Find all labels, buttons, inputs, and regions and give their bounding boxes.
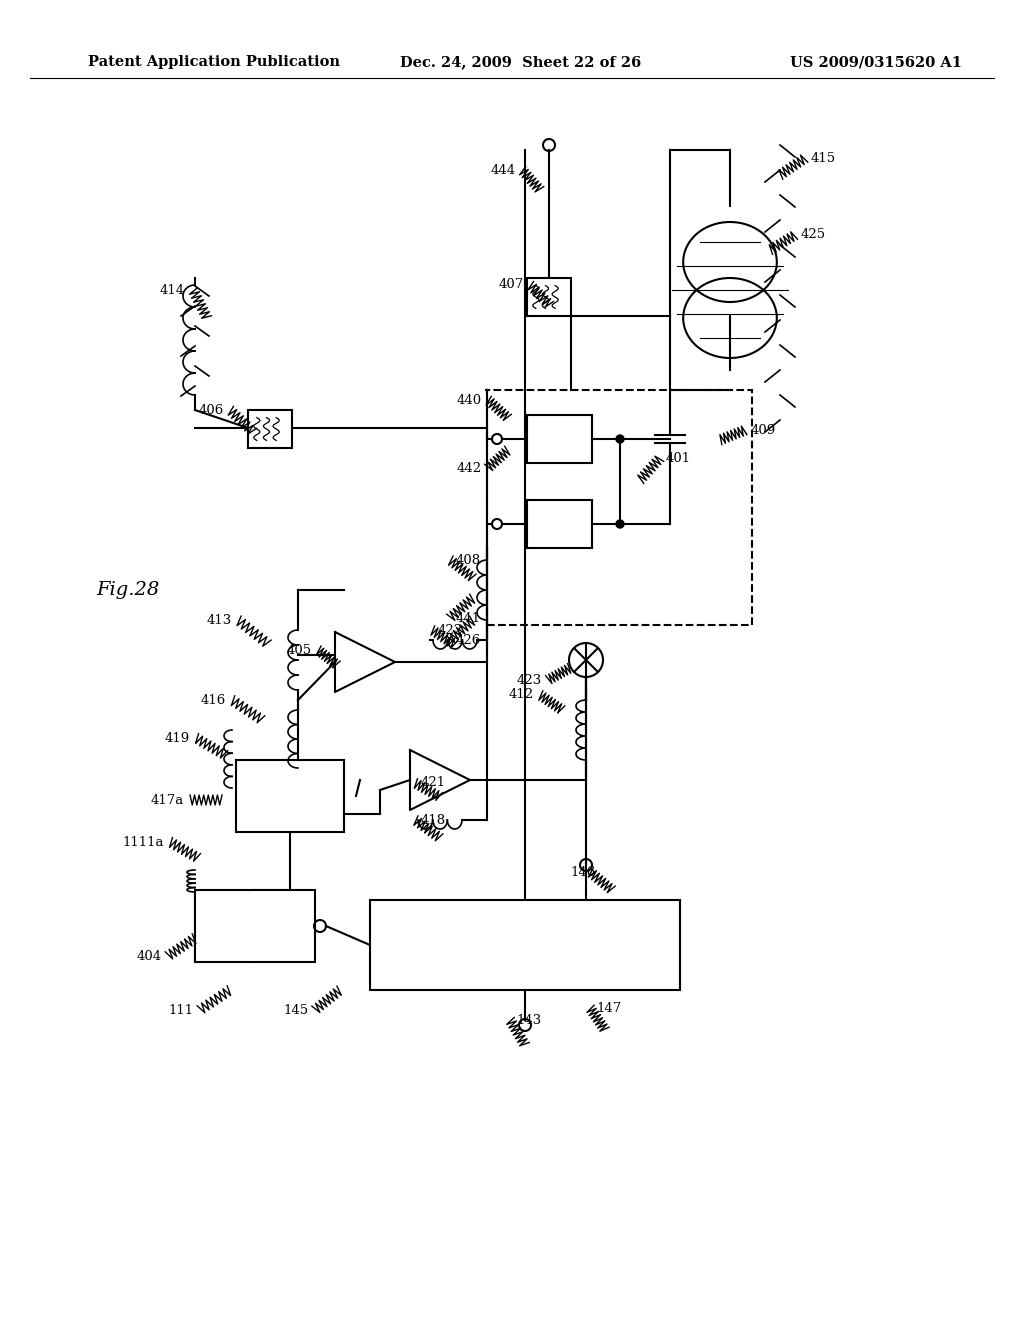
Text: 442: 442 <box>457 462 482 474</box>
Text: 444: 444 <box>490 164 516 177</box>
Bar <box>370 900 680 990</box>
Text: 425: 425 <box>801 228 826 242</box>
Text: 414: 414 <box>160 284 185 297</box>
Text: 1111a: 1111a <box>123 836 164 849</box>
Text: MODULATOR: MODULATOR <box>213 928 297 940</box>
Text: Patent Application Publication: Patent Application Publication <box>88 55 340 69</box>
Text: 409: 409 <box>751 424 776 437</box>
Text: PULSE: PULSE <box>233 912 276 924</box>
Text: 408: 408 <box>456 553 481 566</box>
Text: Fig.28: Fig.28 <box>96 581 160 599</box>
Text: 419: 419 <box>165 731 190 744</box>
Text: 146: 146 <box>570 866 596 879</box>
Text: 415: 415 <box>811 152 837 165</box>
Text: 423: 423 <box>517 673 542 686</box>
Text: 418: 418 <box>421 813 446 826</box>
Text: CIRCUIT: CIRCUIT <box>494 957 556 969</box>
Text: 143: 143 <box>516 1014 542 1027</box>
Text: Dec. 24, 2009  Sheet 22 of 26: Dec. 24, 2009 Sheet 22 of 26 <box>400 55 641 69</box>
Bar <box>527 500 592 548</box>
Bar <box>236 760 344 832</box>
Bar <box>248 411 292 447</box>
Bar <box>487 389 752 624</box>
Text: US 2009/0315620 A1: US 2009/0315620 A1 <box>790 55 962 69</box>
Text: 416: 416 <box>201 693 226 706</box>
Text: 401: 401 <box>666 451 691 465</box>
Circle shape <box>616 520 624 528</box>
Text: 145: 145 <box>284 1003 309 1016</box>
Text: 421: 421 <box>421 776 446 789</box>
Text: 406: 406 <box>199 404 224 417</box>
Text: SIGNAL: SIGNAL <box>498 924 553 937</box>
Text: 413: 413 <box>207 614 232 627</box>
Text: 111: 111 <box>169 1003 194 1016</box>
Text: 412: 412 <box>509 689 534 701</box>
Text: SIGNAL: SIGNAL <box>267 784 313 792</box>
Circle shape <box>616 436 624 444</box>
Text: 422: 422 <box>438 623 463 636</box>
Text: SEPARATOR: SEPARATOR <box>254 800 326 808</box>
Text: 417a: 417a <box>151 793 184 807</box>
Bar <box>527 279 571 315</box>
Text: 407: 407 <box>499 279 524 292</box>
Text: 440: 440 <box>457 393 482 407</box>
Bar <box>527 414 592 463</box>
Text: 404: 404 <box>137 949 162 962</box>
Text: 405: 405 <box>287 644 312 656</box>
Text: 441: 441 <box>456 611 481 624</box>
Bar <box>195 890 315 962</box>
Text: 147: 147 <box>596 1002 622 1015</box>
Text: 426: 426 <box>456 634 481 647</box>
Text: GENERATING: GENERATING <box>476 940 573 953</box>
